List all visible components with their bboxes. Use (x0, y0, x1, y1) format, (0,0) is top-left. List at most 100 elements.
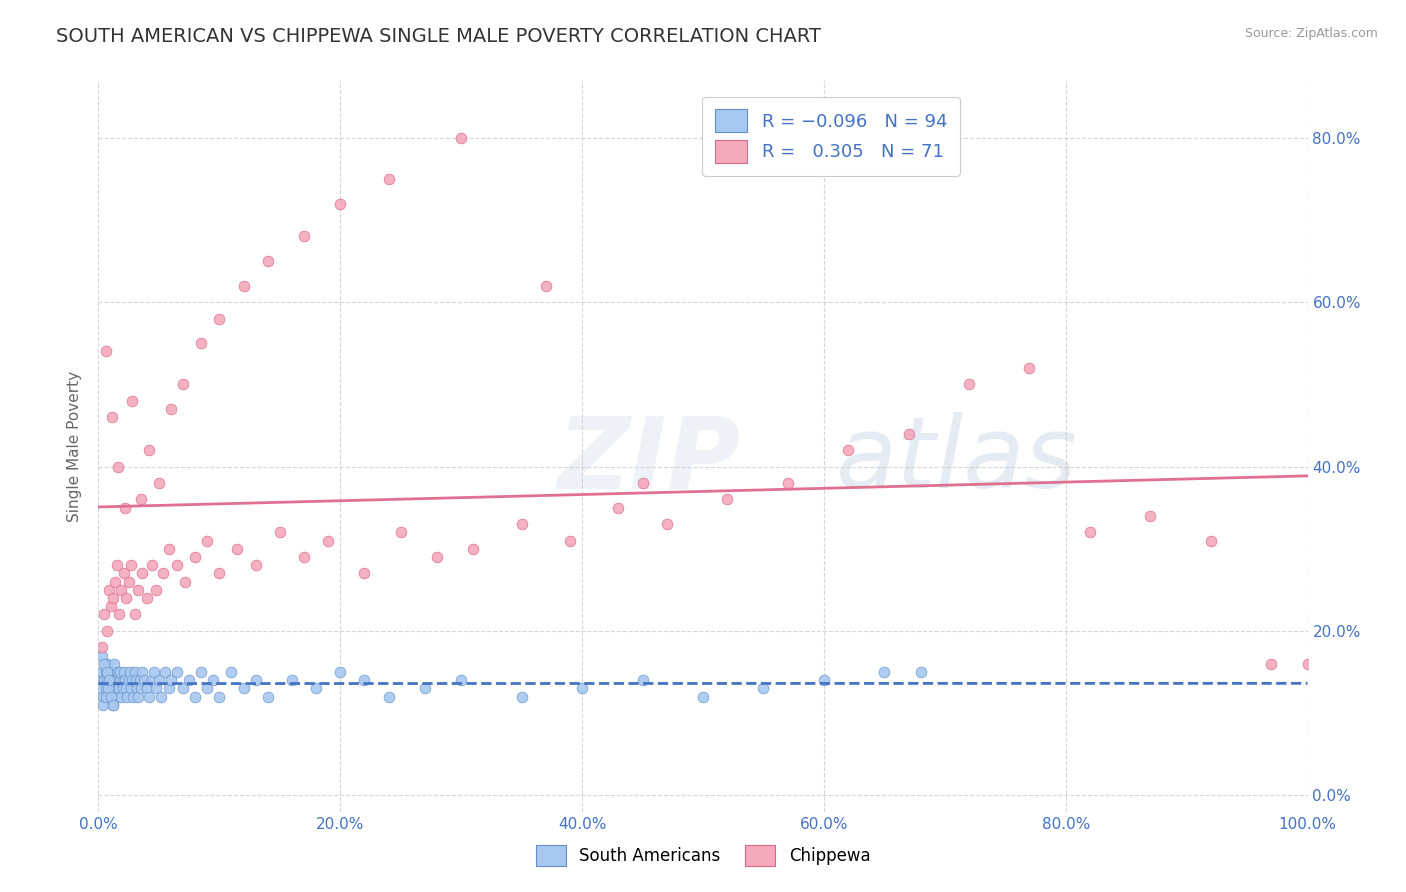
Point (558, 533, 581, 548)
Point (94, 690, 117, 704)
Point (305, 681, 328, 696)
Point (208, 566, 231, 581)
Point (353, 673, 375, 688)
Point (837, 443, 859, 458)
Point (101, 698, 124, 712)
Point (101, 698, 124, 712)
Point (100, 690, 122, 704)
Point (571, 681, 593, 696)
Point (118, 673, 141, 688)
Point (97, 665, 120, 679)
Point (104, 681, 127, 696)
Point (128, 673, 150, 688)
Point (94, 344, 117, 359)
Point (1139, 508, 1161, 523)
Point (115, 681, 138, 696)
Legend: South Americans, Chippewa: South Americans, Chippewa (527, 837, 879, 875)
Point (692, 690, 714, 704)
Point (1078, 525, 1101, 540)
Point (202, 673, 225, 688)
Point (172, 377, 194, 392)
Point (91, 648, 114, 663)
Point (813, 673, 835, 688)
Y-axis label: Single Male Poverty: Single Male Poverty (67, 370, 83, 522)
Point (534, 278, 557, 293)
Point (145, 582, 167, 597)
Point (1296, 657, 1319, 671)
Point (752, 681, 775, 696)
Point (98, 582, 121, 597)
Point (96, 673, 118, 688)
Point (108, 665, 131, 679)
Point (150, 690, 173, 704)
Point (97, 690, 120, 704)
Point (607, 500, 630, 515)
Point (377, 690, 399, 704)
Point (125, 673, 148, 688)
Point (97, 681, 120, 696)
Point (329, 665, 352, 679)
Point (129, 492, 152, 507)
Point (103, 673, 125, 688)
Point (124, 665, 146, 679)
Point (134, 673, 156, 688)
Point (98, 681, 121, 696)
Point (104, 574, 127, 589)
Point (111, 681, 134, 696)
Point (957, 377, 980, 392)
Point (281, 673, 304, 688)
Point (148, 673, 170, 688)
Point (118, 574, 141, 589)
Point (776, 475, 799, 490)
Point (450, 130, 472, 145)
Point (91, 690, 114, 704)
Point (172, 681, 194, 696)
Text: atlas: atlas (837, 412, 1077, 509)
Point (179, 673, 201, 688)
Point (138, 443, 160, 458)
Point (122, 690, 145, 704)
Point (141, 558, 163, 573)
Point (329, 196, 352, 211)
Point (91, 640, 114, 655)
Point (160, 673, 183, 688)
Point (111, 673, 134, 688)
Point (114, 500, 136, 515)
Point (256, 254, 278, 268)
Point (124, 607, 146, 622)
Point (157, 681, 180, 696)
Text: SOUTH AMERICAN VS CHIPPEWA SINGLE MALE POVERTY CORRELATION CHART: SOUTH AMERICAN VS CHIPPEWA SINGLE MALE P… (56, 27, 821, 45)
Point (510, 690, 533, 704)
Point (1018, 360, 1040, 375)
Point (112, 665, 135, 679)
Point (91, 665, 114, 679)
Text: ZIP: ZIP (558, 412, 741, 509)
Point (127, 681, 149, 696)
Point (93, 673, 115, 688)
Point (221, 665, 243, 679)
Point (174, 574, 197, 589)
Point (463, 541, 485, 556)
Point (127, 582, 149, 597)
Point (96, 624, 118, 638)
Point (131, 665, 153, 679)
Point (100, 665, 122, 679)
Point (184, 690, 207, 704)
Point (190, 336, 212, 351)
Point (143, 665, 166, 679)
Point (292, 549, 315, 564)
Point (100, 410, 122, 425)
Point (157, 541, 180, 556)
Point (152, 566, 174, 581)
Point (105, 690, 128, 704)
Point (89, 673, 111, 688)
Point (100, 599, 122, 614)
Point (96, 657, 118, 671)
Point (897, 426, 920, 441)
Point (195, 533, 218, 548)
Point (377, 172, 399, 186)
Point (120, 558, 142, 573)
Point (316, 533, 339, 548)
Point (103, 657, 125, 671)
Point (121, 393, 143, 408)
